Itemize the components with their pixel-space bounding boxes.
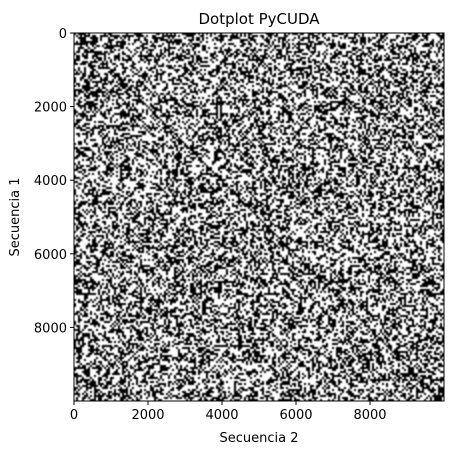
x-axis-ticks: 0 2000 4000 6000 8000 — [70, 401, 387, 423]
chart-title: Dotplot PyCUDA — [198, 10, 320, 28]
x-tick-label: 8000 — [353, 408, 386, 423]
y-tick-label: 4000 — [34, 174, 67, 189]
plot-frame — [73, 32, 445, 402]
y-axis-label: Secuencia 1 — [8, 177, 23, 256]
y-tick-label: 2000 — [34, 101, 67, 116]
x-axis-label: Secuencia 2 — [219, 431, 298, 446]
x-tick-label: 6000 — [279, 408, 312, 423]
x-tick-label: 0 — [70, 408, 78, 423]
y-tick-label: 8000 — [34, 321, 67, 336]
dotplot-image — [74, 33, 444, 401]
y-axis-ticks: 0 2000 4000 6000 8000 — [34, 27, 74, 336]
x-tick-label: 2000 — [131, 408, 164, 423]
y-tick-label: 6000 — [34, 248, 67, 263]
x-tick-label: 4000 — [205, 408, 238, 423]
plot-area — [73, 32, 445, 402]
y-tick-label: 0 — [59, 27, 67, 42]
